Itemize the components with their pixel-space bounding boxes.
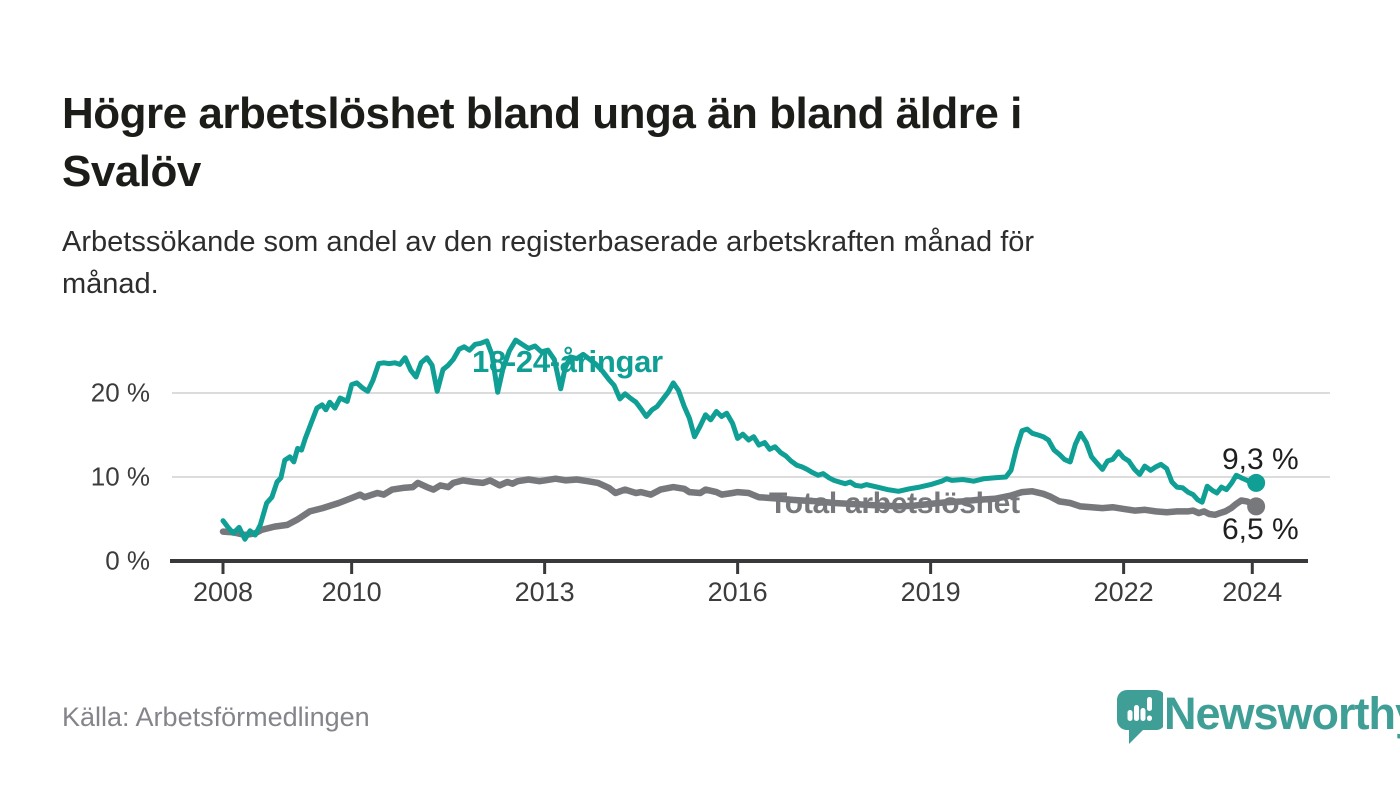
x-tick-label: 2016 [707,577,768,607]
series-line-total [219,475,1260,539]
end-value-label-young: 9,3 % [1222,443,1299,476]
speech-bubble-shape [1117,690,1163,744]
newsworthy-logo: Newsworthy [1115,686,1400,748]
bar-2 [1134,705,1139,721]
end-dot-young [1247,473,1266,492]
x-tick-label: 2008 [192,577,254,607]
x-tick-label: 2022 [1093,577,1154,607]
chart-title: Högre arbetslöshet bland unga än bland ä… [62,89,1022,197]
x-tick-label: 2019 [900,577,961,607]
series-label-young: 18-24-åringar [472,344,663,379]
bar-1 [1127,710,1133,721]
y-tick-label: 0 % [105,545,150,576]
chart-subtitle: Arbetssökande som andel av den registerb… [62,226,1035,300]
series-line-young [220,337,1259,542]
bar-3 [1140,708,1146,721]
newsworthy-icon [1117,690,1163,744]
x-tick-label: 2010 [321,577,382,607]
y-tick-label: 10 % [90,461,150,492]
x-tick-label: 2024 [1222,577,1283,607]
exclamation-bar [1147,697,1152,711]
exclamation-dot [1147,715,1152,721]
series-label-total: Total arbetslöshet [769,487,1020,520]
y-tick-label: 20 % [90,377,150,408]
end-dot-total [1247,497,1266,516]
source-note: Källa: Arbetsförmedlingen [62,702,370,732]
x-tick-label: 2013 [514,577,575,607]
end-value-label-total: 6,5 % [1222,513,1299,546]
newsworthy-wordmark: Newsworthy [1164,688,1400,739]
